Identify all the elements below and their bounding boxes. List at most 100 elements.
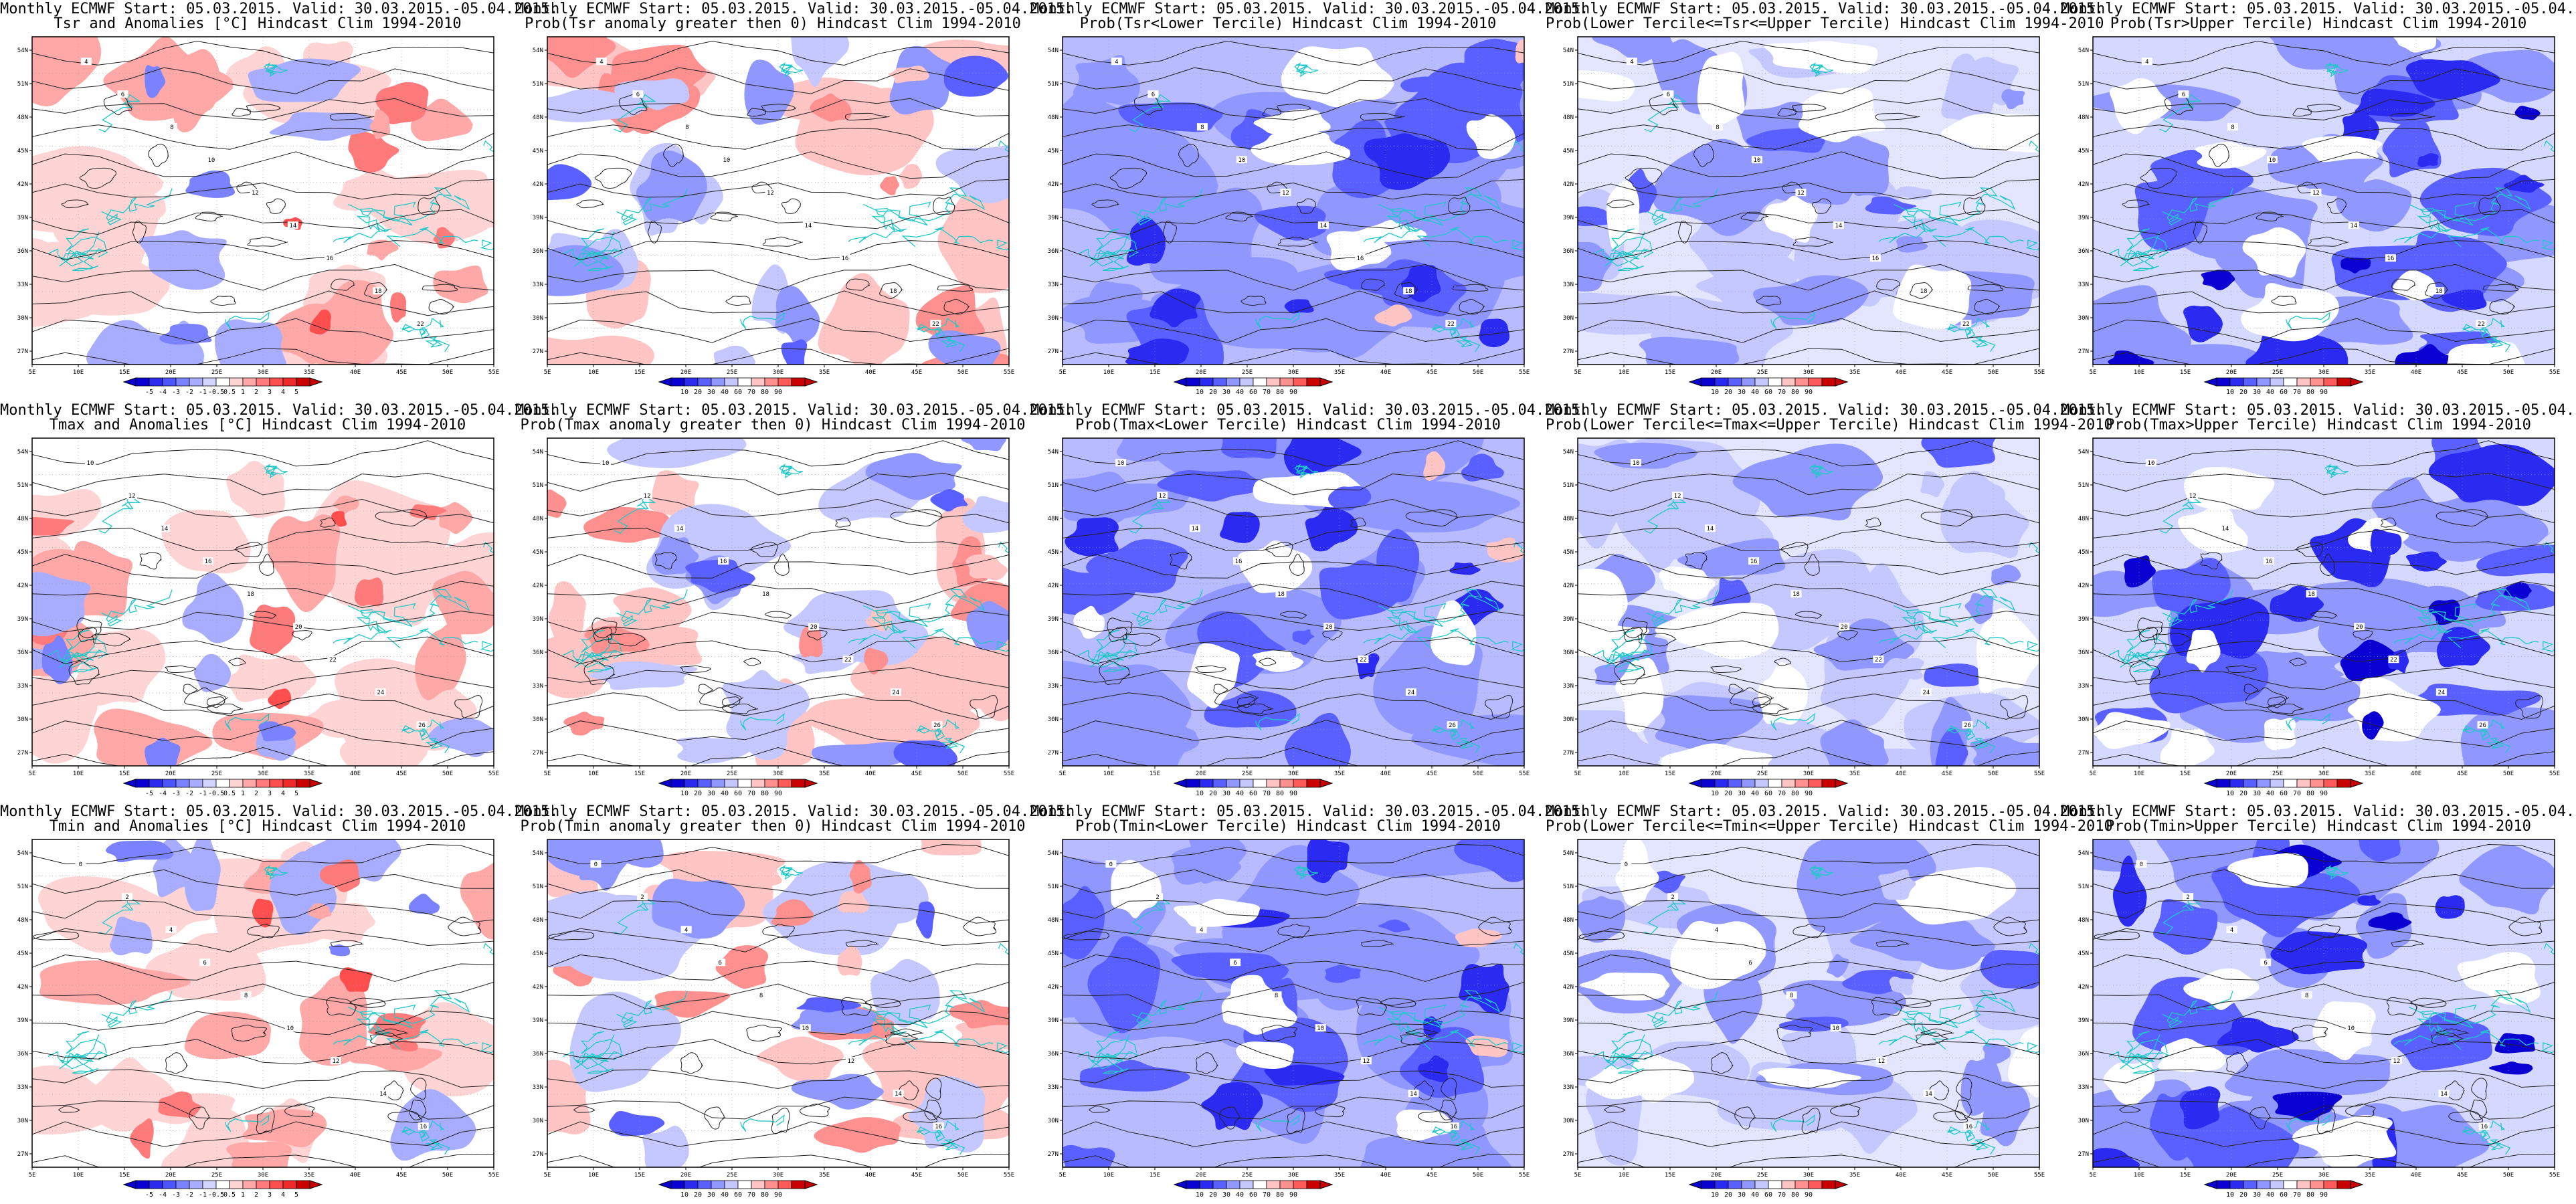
contour-line — [2193, 220, 2207, 243]
colorbar-tick-label: 20 — [2239, 389, 2247, 396]
contour-line — [250, 611, 277, 619]
shaded-region — [1964, 593, 1994, 625]
contour-line — [1063, 554, 1524, 579]
contour-line — [1109, 167, 1147, 189]
shaded-region — [920, 839, 983, 856]
contour-label: 10 — [723, 157, 730, 164]
colorbar-tick-label: 20 — [1209, 1191, 1217, 1199]
colorbar-swatch — [684, 377, 699, 387]
contour-line — [1063, 1154, 1524, 1167]
contour-line — [547, 928, 1009, 952]
contour-line — [547, 264, 1009, 291]
temperature-contours — [547, 843, 1009, 1167]
colorbar-right-arrow — [804, 1180, 818, 1189]
graticule — [547, 839, 1009, 1167]
contour-line — [2137, 617, 2163, 639]
shaded-region — [967, 629, 1009, 722]
colorbar-left-arrow — [1173, 779, 1187, 788]
contour-line — [547, 554, 1009, 579]
shaded-region — [1073, 605, 1105, 639]
coastline-segment — [1390, 603, 1447, 627]
colorbar-swatch — [1781, 779, 1796, 788]
latitude-tick-label: 36N — [1048, 248, 1059, 255]
contour-label-bg — [2141, 58, 2152, 66]
contour-line — [2093, 318, 2555, 343]
shaded-region — [294, 280, 397, 365]
contour-line — [1108, 627, 1127, 643]
contour-label: 16 — [1235, 559, 1243, 565]
contour-line — [2093, 1069, 2555, 1090]
colorbar-swatch — [2243, 1180, 2258, 1189]
latitude-tick-label: 39N — [17, 616, 28, 623]
contour-line — [1875, 112, 1920, 121]
latitude-tick-label: 30N — [1563, 315, 1574, 322]
contour-label: 18 — [375, 288, 382, 295]
coastline-segment — [581, 1031, 622, 1054]
latitude-tick-label: 54N — [1563, 449, 1574, 456]
longitude-tick-label: 10E — [73, 1172, 84, 1179]
coastline-segment — [1103, 1051, 1139, 1074]
longitude-tick-label: 10E — [1619, 771, 1629, 777]
colorbar-swatch — [1768, 779, 1782, 788]
contour-line — [1876, 278, 1901, 291]
longitude-tick-label: 5E — [29, 1172, 36, 1179]
coastline-segment — [425, 738, 450, 754]
latitude-tick-label: 27N — [533, 348, 543, 355]
temperature-contours — [1063, 440, 1524, 766]
shaded-region — [2355, 88, 2438, 117]
temperature-contours — [2093, 843, 2555, 1167]
colorbar-tick-label: 70 — [747, 1191, 755, 1199]
longitude-tick-label: 10E — [588, 1172, 599, 1179]
shaded-region — [547, 335, 657, 365]
map-figure: 10121416182022242654N51N48N45N42N39N36N3… — [1563, 437, 2045, 797]
colorbar-tick-label: 70 — [1778, 790, 1786, 797]
colorbar-tick-label: 10 — [1711, 790, 1719, 797]
colorbar-right-arrow — [804, 779, 818, 788]
contour-line — [330, 940, 364, 948]
shaded-region — [1896, 236, 1929, 253]
contour-label-bg — [680, 926, 692, 934]
contour-line — [710, 211, 739, 221]
temperature-contours — [32, 40, 494, 365]
coastline-segment — [2028, 942, 2039, 955]
shaded-region — [184, 839, 222, 912]
shaded-region — [685, 559, 757, 593]
shaded-region — [159, 323, 212, 345]
contour-line — [1063, 981, 1524, 1009]
colorbar-tick-label: 90 — [1805, 790, 1813, 797]
colorbar-swatch — [1808, 779, 1823, 788]
contour-line — [1063, 440, 1524, 467]
colorbar-swatch — [2270, 1180, 2284, 1189]
contour-line — [195, 211, 223, 221]
shaded-region — [771, 899, 816, 926]
contour-label: 10 — [2268, 157, 2276, 164]
colorbar-swatch — [751, 1180, 765, 1189]
contour-line — [2267, 703, 2304, 714]
contour-line — [32, 900, 494, 924]
contour-line — [1578, 636, 2039, 665]
latitude-tick-label: 54N — [17, 449, 28, 456]
contour-line — [103, 94, 132, 116]
colorbar-tick-label: 20 — [694, 790, 702, 797]
map-panel: Monthly ECMWF Start: 05.03.2015. Valid: … — [1030, 803, 1588, 1204]
latitude-tick-label: 27N — [2078, 1151, 2089, 1158]
shaded-region — [654, 991, 731, 1018]
contour-label: 4 — [1115, 59, 1118, 66]
colorbar-left-arrow — [2203, 779, 2217, 788]
contour-line — [247, 236, 288, 247]
contour-label-bg — [931, 721, 943, 729]
contour-label: 20 — [1325, 624, 1333, 631]
colorbar-swatch — [1266, 377, 1281, 387]
shaded-region — [1594, 442, 1697, 469]
latitude-tick-label: 33N — [1563, 683, 1574, 690]
coastline-segment — [1604, 633, 1645, 668]
colorbar-tick-label: 10 — [2226, 1191, 2234, 1199]
shaded-region — [804, 685, 986, 755]
contour-line — [547, 472, 1009, 496]
colorbar-tick-label: -0.5 — [208, 389, 224, 396]
longitude-labels: 5E 10E 15E 20E 25E 30E 35E 40E 45E 50E 55E — [2090, 1167, 2560, 1179]
